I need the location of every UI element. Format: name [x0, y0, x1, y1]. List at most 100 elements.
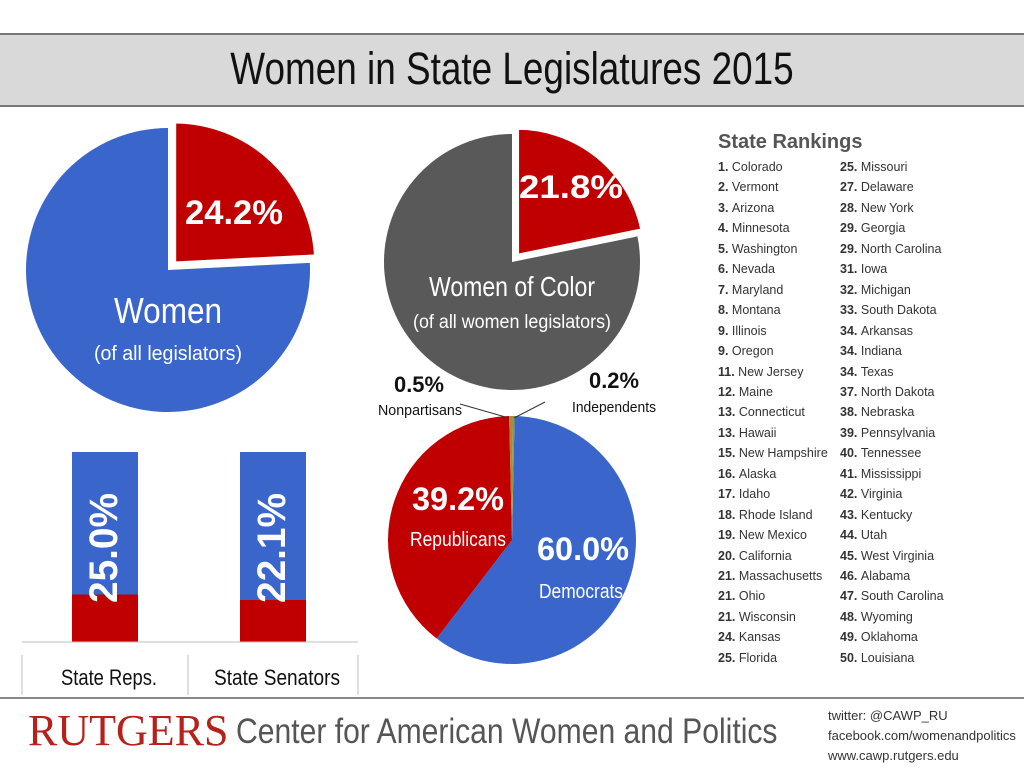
ranking-state: Arkansas — [860, 323, 913, 338]
ranking-item: 17. Idaho — [718, 487, 770, 501]
pie-label-women-pct: 24.2% — [185, 194, 283, 232]
ranking-number: 18. — [718, 507, 739, 522]
ranking-item: 31. Iowa — [840, 262, 887, 276]
ranking-number: 21. — [718, 589, 739, 604]
pie-label-independent-pct: 0.2% — [589, 368, 639, 393]
pie-slice-nonpartisans — [509, 416, 514, 540]
ranking-number: 33. — [840, 303, 861, 318]
ranking-number: 40. — [840, 446, 861, 461]
ranking-number: 8. — [718, 303, 732, 318]
pie-label-rep: Republicans — [410, 529, 506, 551]
ranking-number: 48. — [840, 609, 861, 624]
ranking-item: 41. Mississippi — [840, 467, 921, 481]
ranking-number: 34. — [840, 323, 861, 338]
ranking-number: 24. — [718, 630, 739, 645]
ranking-item: 33. South Dakota — [840, 303, 937, 317]
facebook-link: facebook.com/womenandpolitics — [828, 728, 1016, 743]
ranking-number: 2. — [718, 180, 732, 195]
ranking-number: 29. — [840, 221, 861, 236]
ranking-number: 21. — [718, 569, 739, 583]
ranking-state: South Dakota — [860, 303, 937, 318]
ranking-state: Tennessee — [860, 446, 922, 461]
ranking-number: 5. — [718, 241, 732, 256]
ranking-item: 13. Connecticut — [718, 405, 805, 419]
ranking-number: 49. — [840, 630, 861, 645]
ranking-item: 38. Nebraska — [840, 405, 914, 419]
ranking-item: 12. Maine — [718, 385, 773, 399]
ranking-state: Louisiana — [860, 650, 915, 665]
ranking-state: North Carolina — [860, 241, 942, 256]
pie-label-nonpartisan: Nonpartisans — [378, 402, 462, 419]
pie-label-dem: Democrats — [539, 581, 623, 603]
pie-slice-women-of-color — [515, 125, 645, 259]
ranking-number: 4. — [718, 221, 732, 236]
ranking-number: 9. — [718, 344, 732, 359]
ranking-number: 42. — [840, 487, 861, 502]
ranking-number: 41. — [840, 466, 861, 481]
ranking-number: 44. — [840, 528, 861, 543]
ranking-item: 21. Wisconsin — [718, 610, 796, 624]
ranking-number: 12. — [718, 384, 739, 399]
ranking-state: North Dakota — [860, 384, 935, 399]
ranking-state: Mississippi — [860, 466, 922, 481]
leader-independent — [513, 401, 546, 419]
ranking-item: 34. Indiana — [840, 344, 902, 358]
ranking-item: 42. Virginia — [840, 487, 902, 501]
ranking-state: Florida — [738, 650, 778, 665]
ranking-item: 34. Texas — [840, 365, 894, 379]
bar-value-label-1: 22.1% — [250, 493, 294, 603]
bar-category-label-1: State Senators — [214, 665, 340, 690]
ranking-number: 13. — [718, 405, 739, 420]
ranking-item: 18. Rhode Island — [718, 508, 813, 522]
ranking-number: 32. — [840, 282, 861, 297]
ranking-state: Kansas — [738, 630, 781, 645]
ranking-state: Maine — [738, 384, 773, 399]
ranking-number: 9. — [718, 323, 732, 338]
pie-title-woc: Women of Color — [429, 271, 595, 302]
ranking-number: 43. — [840, 507, 861, 522]
ranking-number: 15. — [718, 446, 739, 461]
ranking-state: Wisconsin — [738, 609, 796, 624]
ranking-state: Massachusetts — [738, 569, 823, 583]
ranking-state: Virginia — [860, 487, 903, 502]
ranking-state: Kentucky — [860, 507, 913, 522]
ranking-item: 29. Georgia — [840, 221, 905, 235]
bar-value-label-0: 25.0% — [82, 493, 126, 603]
pie-slice-men — [25, 128, 311, 412]
ranking-state: Oklahoma — [860, 630, 918, 645]
bar-women-0 — [72, 594, 138, 642]
page-title: Women in State Legislatures 2015 — [230, 43, 794, 94]
ranking-state: Oregon — [731, 344, 774, 359]
ranking-state: Nevada — [731, 262, 775, 277]
ranking-item: 6. Nevada — [718, 262, 775, 276]
ranking-item: 39. Pennsylvania — [840, 426, 935, 440]
ranking-state: Indiana — [860, 344, 902, 359]
pie-slice-other — [383, 134, 640, 391]
ranking-state: Utah — [860, 528, 888, 543]
title-bar — [0, 33, 1024, 107]
ranking-item: 29. North Carolina — [840, 242, 941, 256]
ranking-item: 43. Kentucky — [840, 508, 912, 522]
ranking-item: 16. Alaska — [718, 467, 776, 481]
ranking-item: 5. Washington — [718, 242, 797, 256]
ranking-number: 28. — [840, 200, 861, 215]
leader-nonpartisan — [459, 403, 510, 419]
ranking-state: Rhode Island — [738, 507, 813, 522]
ranking-state: Delaware — [860, 180, 914, 195]
ranking-number: 25. — [718, 650, 739, 665]
ranking-state: Alabama — [860, 569, 911, 583]
ranking-state: Missouri — [860, 160, 908, 174]
pie-label-rep-pct: 39.2% — [412, 481, 504, 517]
ranking-state: Michigan — [860, 282, 911, 297]
ranking-state: New Mexico — [738, 528, 807, 543]
ranking-state: Texas — [860, 364, 894, 379]
ranking-item: 13. Hawaii — [718, 426, 776, 440]
ranking-item: 46. Alabama — [840, 569, 910, 583]
ranking-state: Alaska — [738, 466, 777, 481]
pie-slice-independents — [512, 416, 515, 540]
ranking-item: 37. North Dakota — [840, 385, 935, 399]
ranking-number: 34. — [840, 364, 861, 379]
ranking-state: South Carolina — [860, 589, 944, 604]
ranking-state: Illinois — [731, 323, 767, 338]
